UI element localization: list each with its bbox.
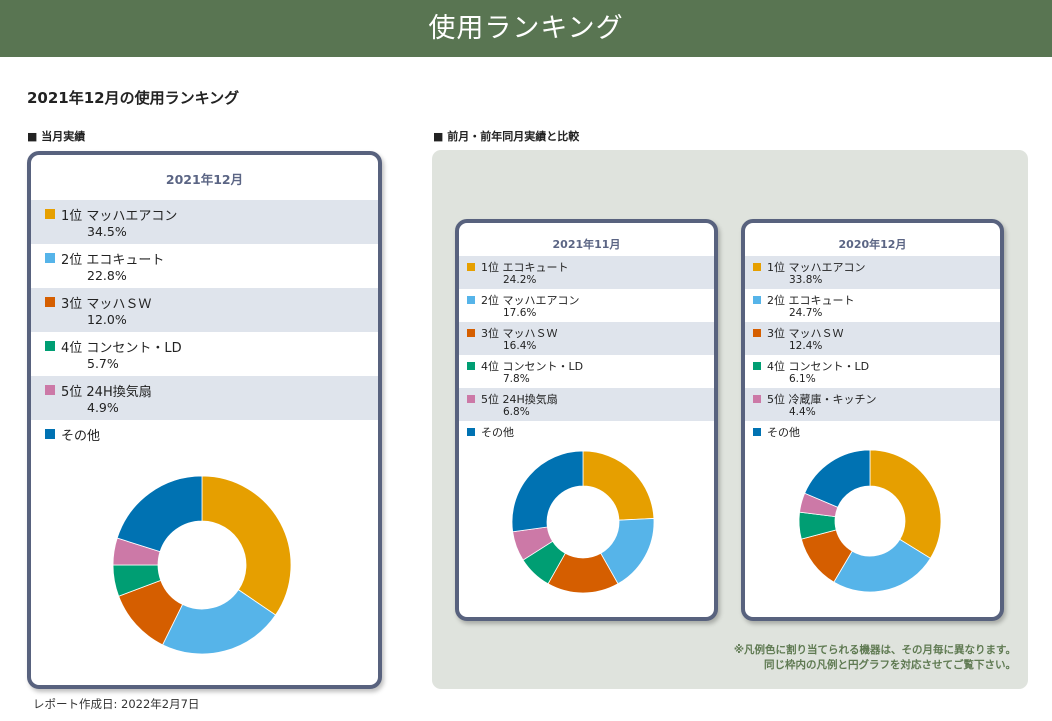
legend-percent: 5.7% <box>87 356 119 371</box>
legend-label: その他 <box>481 426 514 439</box>
legend-item: 3位 マッハＳＷ 12.4% <box>745 322 1000 355</box>
legend-item: 2位 エコキュート 22.8% <box>31 244 378 288</box>
donut-slice <box>869 449 942 559</box>
legend-item: 3位 マッハＳＷ 12.0% <box>31 288 378 332</box>
legend-swatch <box>45 208 55 219</box>
color-note-line-2: 同じ枠内の凡例と円グラフを対応させてご覧下さい。 <box>764 659 1016 671</box>
prev-year-month-donut-chart <box>798 449 942 593</box>
legend-swatch <box>753 328 761 337</box>
legend-label: 4位 コンセント・LD <box>481 360 584 373</box>
legend-percent: 12.4% <box>789 340 823 352</box>
donut-slice <box>582 450 655 521</box>
legend-label: 2位 エコキュート <box>61 253 165 268</box>
donut-slice <box>511 450 584 533</box>
legend-item: その他 <box>745 421 1000 443</box>
legend-item: 5位 24H換気扇 6.8% <box>459 388 714 421</box>
legend-label: その他 <box>767 426 800 439</box>
legend-percent: 24.7% <box>789 307 823 319</box>
legend-label: 2位 マッハエアコン <box>481 294 580 307</box>
color-note-line-1: ※凡例色に割り当てられる機器は、その月毎に異なります。 <box>733 644 1016 656</box>
legend-swatch <box>467 262 475 271</box>
legend-item: 4位 コンセント・LD 5.7% <box>31 332 378 376</box>
report-date: レポート作成日: 2022年2月7日 <box>33 697 200 711</box>
legend-percent: 6.1% <box>789 373 816 385</box>
legend-label: 4位 コンセント・LD <box>61 341 182 356</box>
current-month-donut-chart <box>112 475 292 655</box>
header-title: 使用ランキング <box>428 13 624 44</box>
legend-item: 5位 24H換気扇 4.9% <box>31 376 378 420</box>
donut-slice <box>804 449 871 508</box>
legend-percent: 33.8% <box>789 274 823 286</box>
legend-percent: 24.2% <box>503 274 537 286</box>
page-header: 使用ランキング <box>0 0 1052 57</box>
legend-swatch <box>45 340 55 351</box>
legend-item: 1位 マッハエアコン 33.8% <box>745 256 1000 289</box>
legend-item: その他 <box>459 421 714 443</box>
legend-swatch <box>753 361 761 370</box>
legend-swatch <box>467 427 475 436</box>
legend-percent: 12.0% <box>87 312 127 327</box>
prev-month-donut-chart <box>511 450 655 594</box>
donut-slice <box>201 475 292 616</box>
legend-label: 5位 24H換気扇 <box>481 393 558 406</box>
legend-item: 2位 マッハエアコン 17.6% <box>459 289 714 322</box>
legend-item: 5位 冷蔵庫・キッチン 4.4% <box>745 388 1000 421</box>
legend-percent: 4.4% <box>789 406 816 418</box>
legend-label: 2位 エコキュート <box>767 294 855 307</box>
legend-swatch <box>467 394 475 403</box>
legend-item: 1位 エコキュート 24.2% <box>459 256 714 289</box>
legend-swatch <box>45 296 55 307</box>
legend-item: 3位 マッハＳＷ 16.4% <box>459 322 714 355</box>
prev-month-title: 2021年11月 <box>552 238 621 251</box>
legend-swatch <box>753 394 761 403</box>
legend-swatch <box>467 295 475 304</box>
compare-section-label: ■ 前月・前年同月実績と比較 <box>433 130 580 143</box>
legend-label: 3位 マッハＳＷ <box>481 327 558 340</box>
legend-percent: 22.8% <box>87 268 127 283</box>
prev-month-card: 2021年11月 1位 エコキュート 24.2% 2位 マッハエアコン 17.6% 3位 … <box>455 219 718 621</box>
legend-percent: 16.4% <box>503 340 537 352</box>
current-month-card: 2021年12月 1位 マッハエアコン 34.5% 2位 エコキュート 22.8% 3位 … <box>27 151 382 689</box>
legend-swatch <box>45 428 55 439</box>
page-title: 2021年12月の使用ランキング <box>27 89 240 107</box>
legend-item: 4位 コンセント・LD 6.1% <box>745 355 1000 388</box>
legend-percent: 17.6% <box>503 307 537 319</box>
legend-swatch <box>753 427 761 436</box>
legend-label: 3位 マッハＳＷ <box>61 297 152 312</box>
legend-item: 2位 エコキュート 24.7% <box>745 289 1000 322</box>
legend-label: 5位 冷蔵庫・キッチン <box>767 393 877 406</box>
current-section-label: ■ 当月実績 <box>27 130 86 143</box>
donut-slice <box>162 589 277 655</box>
legend-label: 1位 マッハエアコン <box>61 209 178 224</box>
legend-swatch <box>45 252 55 263</box>
legend-item: 1位 マッハエアコン 34.5% <box>31 200 378 244</box>
current-month-title: 2021年12月 <box>165 172 244 187</box>
legend-label: 5位 24H換気扇 <box>61 385 152 400</box>
legend-label: その他 <box>61 429 101 444</box>
donut-slice <box>116 475 203 553</box>
legend-swatch <box>45 384 55 395</box>
legend-label: 1位 マッハエアコン <box>767 261 866 274</box>
legend-percent: 6.8% <box>503 406 530 418</box>
prev-year-month-card: 2020年12月 1位 マッハエアコン 33.8% 2位 エコキュート 24.7% 3位 … <box>741 219 1004 621</box>
legend-swatch <box>467 361 475 370</box>
color-note: ※凡例色に割り当てられる機器は、その月毎に異なります。 同じ枠内の凡例と円グラフ… <box>734 643 1016 673</box>
legend-swatch <box>467 328 475 337</box>
legend-item: その他 <box>31 420 378 450</box>
legend-percent: 7.8% <box>503 373 530 385</box>
legend-label: 3位 マッハＳＷ <box>767 327 844 340</box>
legend-label: 1位 エコキュート <box>481 261 569 274</box>
legend-item: 4位 コンセント・LD 7.8% <box>459 355 714 388</box>
legend-swatch <box>753 262 761 271</box>
legend-label: 4位 コンセント・LD <box>767 360 870 373</box>
legend-percent: 34.5% <box>87 224 127 239</box>
legend-swatch <box>753 295 761 304</box>
legend-percent: 4.9% <box>87 400 119 415</box>
prev-year-month-title: 2020年12月 <box>838 238 907 251</box>
